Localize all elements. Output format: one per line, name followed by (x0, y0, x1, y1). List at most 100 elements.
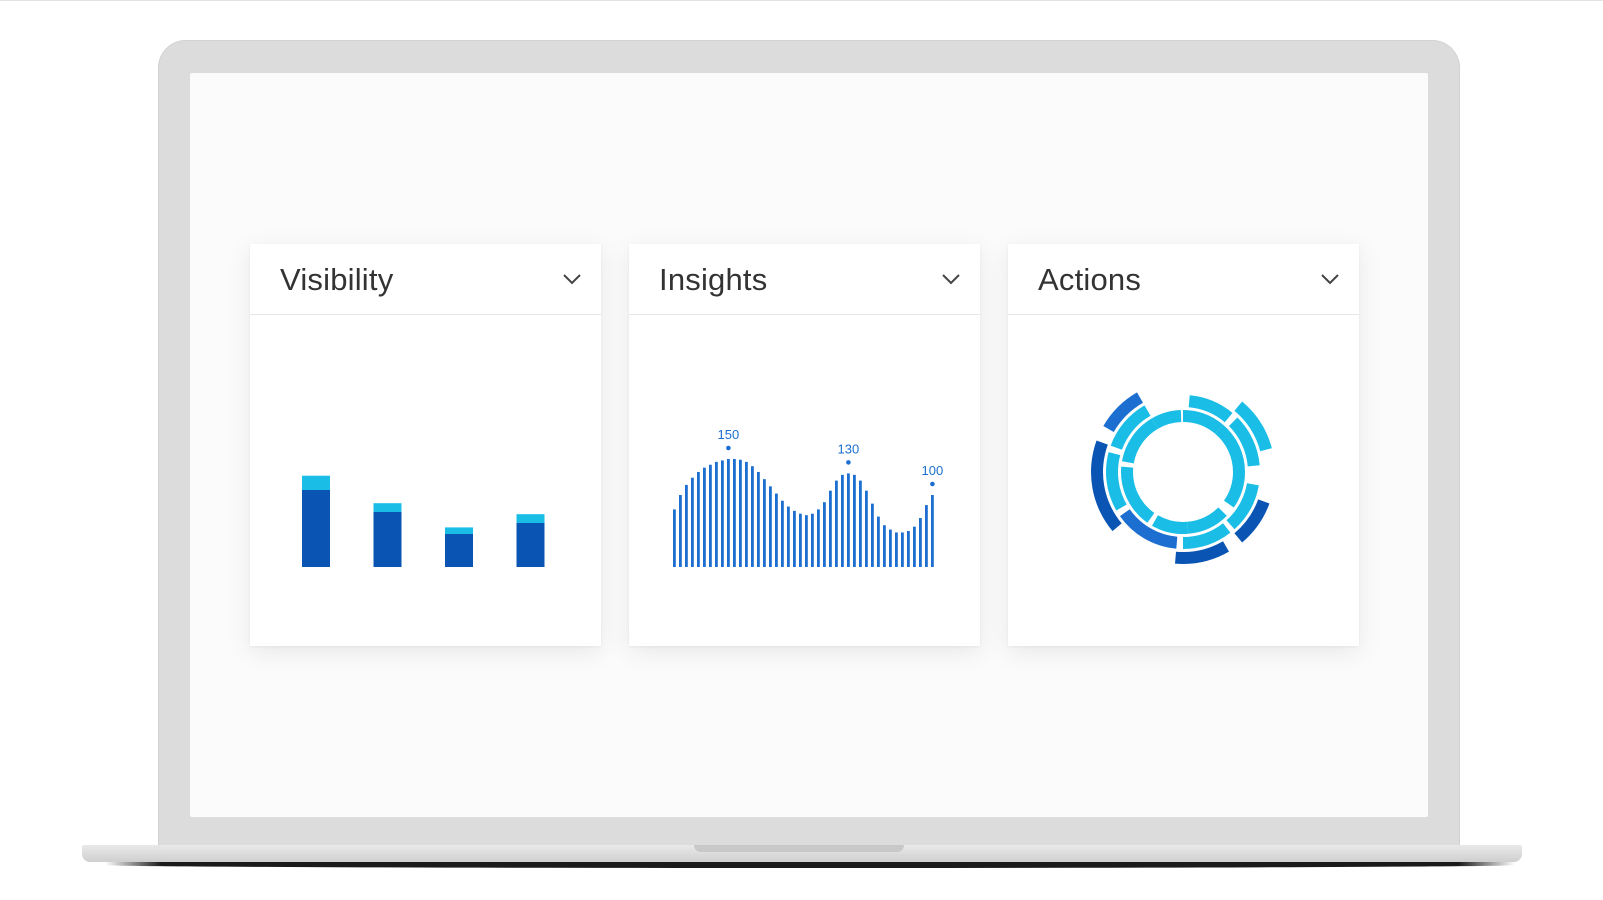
histogram-bar (679, 495, 682, 567)
bar-bottom-segment (373, 512, 402, 567)
insights-chart: 150 130 100 (629, 315, 980, 646)
histogram-bar (793, 510, 796, 567)
ring-segment (1188, 395, 1233, 423)
histogram-bar (787, 506, 790, 567)
histogram-bar (733, 459, 736, 567)
ring-segment (1187, 507, 1227, 534)
histogram-bar (925, 505, 928, 567)
stacked-bar-chart (302, 475, 545, 567)
histogram-bar (781, 500, 784, 567)
annotation-dot (930, 481, 935, 487)
visibility-card-header[interactable]: Visibility (250, 244, 601, 315)
ring-segment (1234, 499, 1270, 543)
histogram-bar (763, 479, 766, 567)
visibility-card: Visibility (250, 244, 601, 646)
histogram-bar (871, 503, 874, 567)
histogram-bar (919, 518, 922, 567)
histogram-bar (715, 461, 718, 567)
histogram-bar (811, 513, 814, 567)
chevron-down-icon[interactable] (1319, 268, 1341, 290)
histogram-bar (835, 480, 838, 567)
actions-card: Actions (1008, 244, 1359, 646)
annotation-label: 130 (838, 441, 860, 456)
histogram-bar (853, 474, 856, 567)
annotation-dot (726, 445, 731, 451)
visibility-card-title: Visibility (280, 262, 394, 297)
histogram-bar (829, 490, 832, 567)
ring-segment (1106, 452, 1127, 511)
histogram-bar (769, 486, 772, 567)
histogram-bar (889, 529, 892, 567)
ring-segment (1183, 410, 1223, 434)
chevron-down-icon[interactable] (561, 268, 583, 290)
annotation-label: 100 (922, 463, 944, 478)
histogram-bar (805, 515, 808, 567)
insights-card-header[interactable]: Insights (629, 244, 980, 315)
radial-ring-chart (1091, 392, 1272, 564)
histogram-bar (709, 464, 712, 567)
annotation-label: 150 (718, 427, 740, 442)
bar-top-segment (445, 527, 473, 534)
histogram-bar (691, 477, 694, 567)
histogram-bar (901, 532, 904, 567)
laptop-shadow (105, 862, 1515, 868)
ring-segment (1110, 405, 1151, 450)
top-divider (0, 0, 1603, 1)
insights-card: Insights 150 130 100 (629, 244, 980, 646)
ring-segment (1152, 515, 1189, 534)
histogram-bar (823, 502, 826, 567)
histogram-bar (841, 474, 844, 567)
actions-card-title: Actions (1038, 262, 1142, 297)
histogram-bar (727, 459, 730, 567)
ring-segment (1223, 472, 1245, 508)
histogram-bar (931, 495, 934, 567)
chevron-down-icon[interactable] (940, 268, 962, 290)
histogram-bar (907, 531, 910, 567)
histogram-bar (721, 460, 724, 567)
histogram-bar (859, 480, 862, 567)
bar-top-segment (302, 475, 330, 490)
annotation-dot (846, 460, 851, 465)
actions-card-header[interactable]: Actions (1008, 244, 1359, 315)
ring-segment (1174, 541, 1229, 564)
bar-top-segment (516, 514, 545, 523)
histogram-bar (895, 532, 898, 567)
ring-segment (1121, 418, 1158, 464)
histogram-bar (751, 466, 754, 567)
bar-bottom-segment (516, 523, 545, 567)
histogram-bar (697, 471, 700, 567)
histogram-chart: 150 130 100 (673, 427, 944, 567)
histogram-bar (775, 493, 778, 567)
histogram-bar (703, 467, 706, 567)
ring-segment (1152, 410, 1182, 429)
histogram-bar (865, 490, 868, 567)
ring-segment (1103, 392, 1143, 432)
ring-segment (1119, 509, 1178, 549)
histogram-bar (673, 509, 676, 567)
actions-chart (1008, 315, 1359, 646)
histogram-bar (817, 509, 820, 567)
insights-card-title: Insights (659, 262, 768, 297)
ring-segment (1234, 401, 1272, 452)
ring-segment (1183, 523, 1231, 549)
histogram-bar (739, 459, 742, 567)
laptop-base (82, 845, 1522, 862)
histogram-bar (913, 526, 916, 567)
histogram-bar (757, 471, 760, 567)
bar-bottom-segment (302, 490, 330, 567)
bar-bottom-segment (445, 534, 473, 567)
ring-segment (1215, 424, 1245, 472)
ring-segment (1228, 417, 1260, 467)
visibility-chart (250, 315, 601, 646)
histogram-bar (877, 516, 880, 567)
histogram-bar (799, 513, 802, 567)
histogram-bar (685, 484, 688, 567)
ring-segment (1121, 466, 1155, 523)
histogram-bar (745, 461, 748, 567)
histogram-bar (847, 473, 850, 567)
ring-segment (1226, 483, 1259, 530)
histogram-bar (883, 525, 886, 567)
ring-segment (1091, 440, 1122, 532)
bar-top-segment (373, 503, 402, 512)
laptop-notch (694, 845, 904, 852)
